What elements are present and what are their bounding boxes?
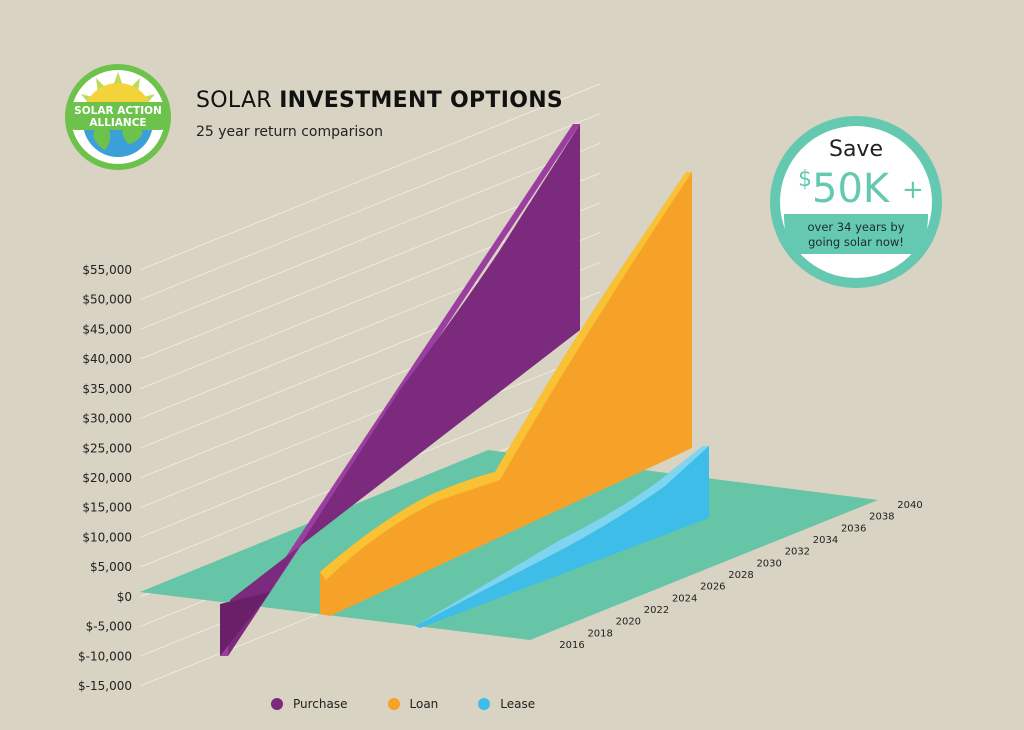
y-tick-label: $15,000: [82, 501, 132, 515]
y-tick-label: $0: [117, 590, 132, 604]
save-badge: Save $ 50K + over 34 years by going sola…: [768, 114, 944, 290]
x-tick-label: 2040: [897, 500, 922, 511]
title-bold: INVESTMENT OPTIONS: [279, 88, 564, 113]
y-tick-label: $-5,000: [86, 620, 132, 634]
x-tick-label: 2016: [559, 640, 584, 651]
x-tick-label: 2028: [728, 570, 753, 581]
badge-amount: 50K: [812, 166, 891, 212]
x-tick-label: 2038: [869, 512, 894, 523]
legend-label-loan: Loan: [409, 697, 439, 711]
purchase-ribbon-base: [220, 592, 270, 656]
x-tick-label: 2030: [756, 558, 781, 569]
purchase-ribbon: [228, 124, 580, 656]
y-tick-label: $35,000: [82, 382, 132, 396]
y-tick-label: $5,000: [90, 560, 132, 574]
chart-legend: Purchase Loan Lease: [271, 697, 575, 711]
y-tick-label: $55,000: [82, 263, 132, 277]
y-tick-label: $50,000: [82, 293, 132, 307]
badge-plus: +: [902, 175, 924, 205]
y-tick-label: $10,000: [82, 530, 132, 544]
gridline: [139, 113, 601, 301]
x-tick-label: 2034: [813, 535, 838, 546]
y-tick-label: $45,000: [82, 322, 132, 336]
logo-line2: ALLIANCE: [89, 117, 146, 129]
badge-save-label: Save: [829, 137, 883, 162]
legend-swatch-lease: [478, 698, 491, 710]
x-tick-label: 2018: [587, 628, 612, 639]
legend-item-purchase: Purchase: [271, 697, 348, 711]
x-tick-label: 2026: [700, 582, 725, 593]
legend-label-lease: Lease: [500, 697, 536, 711]
y-tick-label: $-15,000: [78, 679, 132, 693]
legend-item-lease: Lease: [478, 697, 535, 711]
logo-line1: SOLAR ACTION: [74, 105, 162, 117]
badge-currency: $: [798, 167, 812, 192]
legend-item-loan: Loan: [387, 697, 439, 711]
y-tick-label: $-10,000: [78, 649, 132, 663]
title-light: SOLAR: [196, 88, 272, 113]
badge-line2: going solar now!: [808, 235, 904, 249]
x-tick-label: 2022: [644, 605, 669, 616]
page-subtitle: 25 year return comparison: [196, 124, 383, 140]
x-tick-label: 2024: [672, 593, 697, 604]
gridline: [139, 142, 601, 330]
solar-action-alliance-logo: SOLAR ACTION ALLIANCE: [63, 62, 173, 172]
y-tick-label: $30,000: [82, 412, 132, 426]
y-tick-label: $20,000: [82, 471, 132, 485]
x-tick-label: 2036: [841, 523, 866, 534]
gridline: [139, 83, 601, 271]
legend-swatch-loan: [387, 698, 400, 710]
y-tick-label: $40,000: [82, 352, 132, 366]
badge-line1: over 34 years by: [808, 220, 905, 234]
legend-label-purchase: Purchase: [293, 697, 348, 711]
page-title: SOLAR INVESTMENT OPTIONS: [196, 88, 563, 113]
x-tick-label: 2020: [616, 617, 641, 628]
x-tick-label: 2032: [785, 547, 810, 558]
legend-swatch-purchase: [271, 698, 283, 710]
y-tick-label: $25,000: [82, 441, 132, 455]
